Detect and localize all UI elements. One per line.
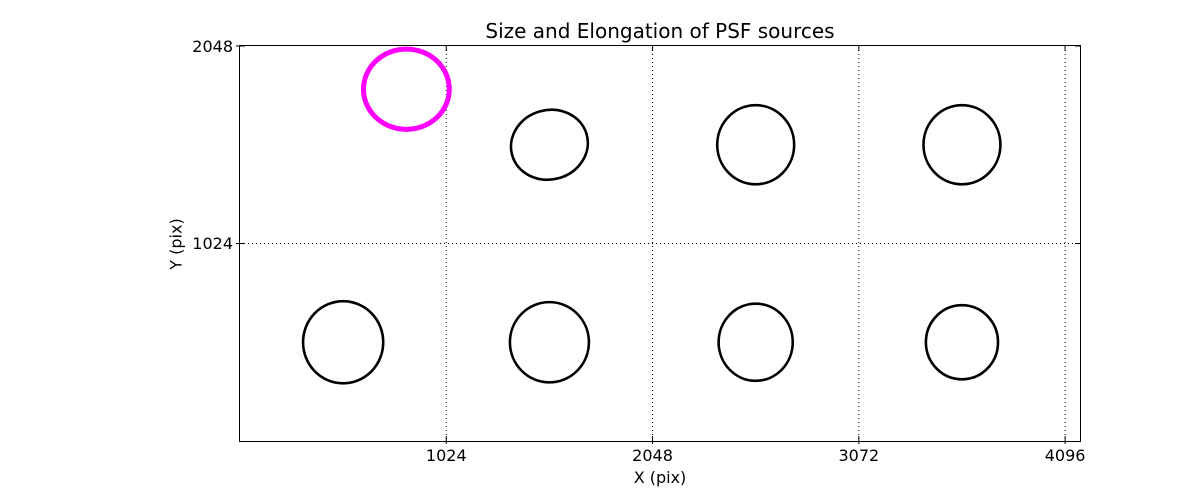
y-tick-label-1024: 1024 [192, 234, 233, 253]
x-tick-label-1024: 1024 [425, 446, 467, 465]
chart-title: Size and Elongation of PSF sources [485, 19, 835, 43]
psf-ellipse-source-6 [717, 302, 795, 383]
psf-ellipse-flagged-source-0 [360, 46, 452, 132]
x-tick-label-2048: 2048 [632, 446, 673, 465]
psf-ellipse-source-5 [508, 300, 591, 384]
x-tick-label-4096: 4096 [1044, 446, 1086, 465]
x-tick-label-3072: 3072 [838, 446, 880, 465]
x-axis-label: X (pix) [633, 468, 687, 487]
psf-ellipse-source-7 [924, 303, 1000, 381]
psf-ellipse-source-1 [509, 108, 590, 182]
psf-ellipse-source-4 [301, 299, 385, 385]
plot-canvas [236, 45, 1081, 444]
y-axis-label: Y (pix) [166, 218, 186, 270]
psf-ellipse-source-3 [922, 103, 1002, 186]
psf-ellipse-source-2 [715, 103, 796, 186]
plot-area [236, 45, 1081, 444]
y-tick-label-2048: 2048 [192, 36, 233, 56]
